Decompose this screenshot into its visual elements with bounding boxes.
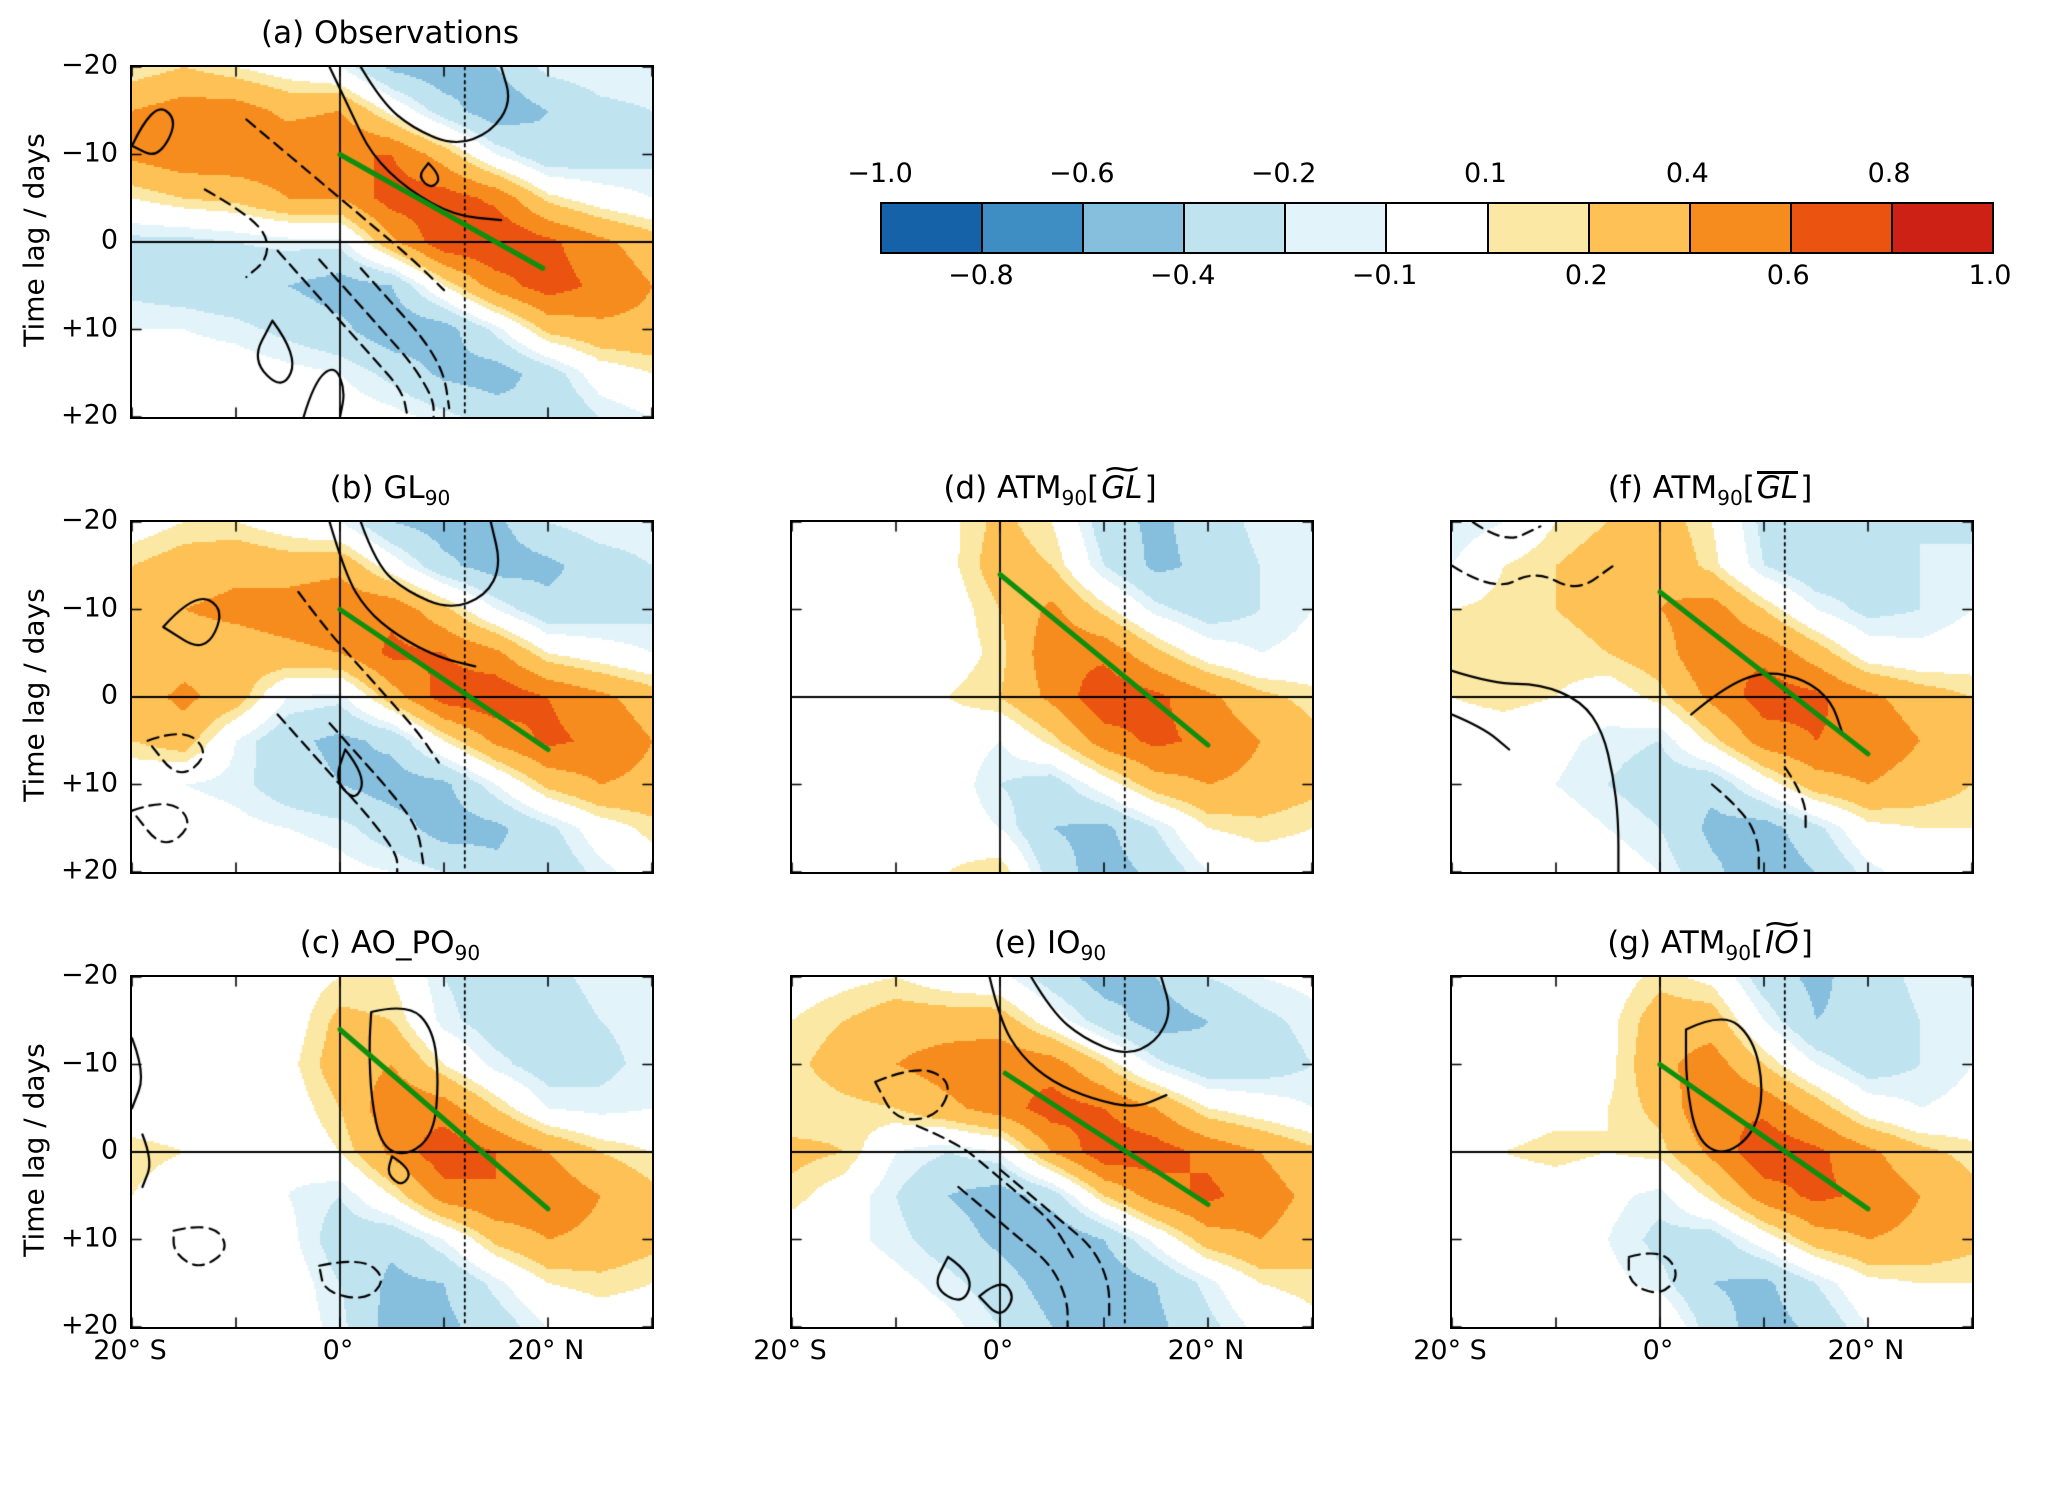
panel-title: (d) ATM90[GL] bbox=[750, 470, 1350, 510]
panel-atm90-io-tilde: (g) ATM90[IO] 20° S 0° 20° N bbox=[1413, 925, 1974, 1366]
panel-title: (e) IO90 bbox=[750, 925, 1350, 965]
x-tick-label: 20° S bbox=[1413, 1335, 1487, 1366]
panel-title: (c) AO_PO90 bbox=[90, 925, 690, 965]
panel-title-subscript: 90 bbox=[1725, 941, 1752, 966]
panel-atm90-gl-tilde: (d) ATM90[GL] bbox=[790, 470, 1314, 874]
y-tick-label: +10 bbox=[61, 1222, 118, 1253]
y-tick-label: −10 bbox=[61, 592, 118, 623]
panel-atm90-gl-bar: (f) ATM90[GL] bbox=[1450, 470, 1974, 874]
x-tick-label: 20° N bbox=[1167, 1335, 1245, 1366]
panel-title-subscript: 90 bbox=[1061, 486, 1088, 511]
colorbar-tick-label: 0.2 bbox=[1564, 260, 1608, 291]
y-tick-label: +20 bbox=[61, 399, 118, 431]
y-axis-label: Time lag / days bbox=[17, 133, 51, 347]
x-tick-label: 20° N bbox=[1827, 1335, 1905, 1366]
colorbar-tick-label: −1.0 bbox=[847, 158, 913, 189]
colorbar-segment bbox=[1791, 204, 1893, 252]
x-tick-label: 0° bbox=[982, 1335, 1014, 1366]
panel-title-subscript: 90 bbox=[1717, 486, 1743, 511]
y-tick-label: 0 bbox=[100, 1134, 118, 1166]
colorbar-tick-label: 0.8 bbox=[1867, 158, 1911, 189]
panel-title-math: GL bbox=[1099, 470, 1144, 506]
panel-title: (g) ATM90[IO] bbox=[1410, 925, 2010, 965]
y-tick-label: −10 bbox=[61, 137, 118, 168]
panel-title-subscript: 90 bbox=[454, 941, 481, 966]
y-tick-label: −20 bbox=[61, 504, 118, 536]
panel-title: (b) GL90 bbox=[90, 470, 690, 510]
y-tick-label: +20 bbox=[61, 854, 118, 886]
panel-io90: (e) IO90 20° S 0° 20° N bbox=[753, 925, 1314, 1366]
y-tick-label: −20 bbox=[61, 959, 118, 991]
y-tick-label: +10 bbox=[61, 312, 118, 343]
panel-title-subscript: 90 bbox=[424, 486, 451, 511]
lag-correlation-plot bbox=[1450, 520, 1974, 874]
panel-title-bracket: [ bbox=[1742, 470, 1755, 506]
colorbar-tick-label: 0.4 bbox=[1665, 158, 1709, 189]
panel-title-text: (d) ATM bbox=[943, 470, 1062, 506]
colorbar-tick-label: 1.0 bbox=[1968, 260, 2012, 291]
colorbar-segment bbox=[1892, 204, 1993, 252]
x-tick-label: 0° bbox=[1642, 1335, 1674, 1366]
lag-correlation-plot bbox=[790, 975, 1314, 1329]
colorbar-tick-label: −0.6 bbox=[1049, 158, 1115, 189]
x-tick-label: 20° S bbox=[93, 1335, 167, 1366]
colorbar-segment bbox=[1185, 204, 1287, 252]
colorbar-tick-label: 0.6 bbox=[1766, 260, 1810, 291]
colorbar-segment bbox=[882, 204, 984, 252]
y-tick-label: −20 bbox=[61, 49, 118, 81]
panel-title-math: GL bbox=[1756, 470, 1799, 506]
panel-title-text: (b) GL bbox=[329, 470, 425, 506]
colorbar-tick-label: −0.4 bbox=[1149, 260, 1216, 291]
y-tick-label: +20 bbox=[61, 1309, 118, 1341]
colorbar-tick-label: 0.1 bbox=[1464, 158, 1507, 189]
panel-title-bracket: [ bbox=[1751, 925, 1764, 961]
colorbar-segment bbox=[1286, 204, 1388, 252]
panel-title-text: (f) ATM bbox=[1607, 470, 1718, 506]
colorbar: −1.0 −0.6 −0.2 0.1 0.4 0.8 −0.8 −0.4 −0.1 0.2 0.6 1… bbox=[847, 158, 2011, 308]
panel-title-bracket: [ bbox=[1087, 470, 1100, 506]
panel-title-bracket: ] bbox=[1144, 470, 1157, 506]
panel-title: (f) ATM90[GL] bbox=[1410, 470, 2010, 510]
panel-gl90: (b) GL90 Time lag / days −20 −10 0 +10 +20 bbox=[18, 470, 654, 886]
panel-title-math: IO bbox=[1763, 925, 1801, 961]
lag-correlation-plot bbox=[790, 520, 1314, 874]
colorbar-segment bbox=[1488, 204, 1590, 252]
panel-title-bracket: ] bbox=[1800, 470, 1813, 506]
colorbar-tick-label: −0.8 bbox=[948, 260, 1014, 291]
panel-title-text: (e) IO bbox=[993, 925, 1081, 961]
panel-ao-po90: (c) AO_PO90 Time lag / days −20 −10 0 +10 +2… bbox=[18, 925, 654, 1366]
x-tick-label: 20° S bbox=[753, 1335, 827, 1366]
colorbar-segment bbox=[1690, 204, 1792, 252]
y-axis-label: Time lag / days bbox=[17, 588, 51, 802]
lag-correlation-plot bbox=[130, 520, 654, 874]
colorbar-segment bbox=[1387, 204, 1489, 252]
y-tick-label: 0 bbox=[100, 224, 118, 256]
colorbar-bar bbox=[880, 202, 1994, 254]
y-axis-label: Time lag / days bbox=[17, 1043, 51, 1257]
colorbar-tick-label: −0.1 bbox=[1351, 260, 1418, 291]
lag-correlation-plot bbox=[130, 65, 654, 419]
x-tick-label: 20° N bbox=[507, 1335, 585, 1366]
panel-title-subscript: 90 bbox=[1080, 941, 1107, 966]
lag-correlation-plot bbox=[1450, 975, 1974, 1329]
panel-title-text: (g) ATM bbox=[1607, 925, 1726, 961]
x-tick-label: 0° bbox=[322, 1335, 354, 1366]
colorbar-segment bbox=[983, 204, 1085, 252]
panel-title-text: (a) Observations bbox=[261, 15, 519, 51]
panel-title: (a) Observations bbox=[90, 15, 690, 51]
y-tick-label: +10 bbox=[61, 767, 118, 798]
panel-title-text: (c) AO_PO bbox=[299, 925, 455, 961]
panel-title-bracket: ] bbox=[1800, 925, 1813, 961]
colorbar-segment bbox=[1084, 204, 1186, 252]
y-tick-label: 0 bbox=[100, 679, 118, 711]
panel-observations: (a) Observations Time lag / days −20 −10 0… bbox=[18, 15, 654, 431]
colorbar-segment bbox=[1589, 204, 1691, 252]
lag-correlation-plot bbox=[130, 975, 654, 1329]
colorbar-tick-label: −0.2 bbox=[1250, 158, 1317, 189]
y-tick-label: −10 bbox=[61, 1047, 118, 1078]
